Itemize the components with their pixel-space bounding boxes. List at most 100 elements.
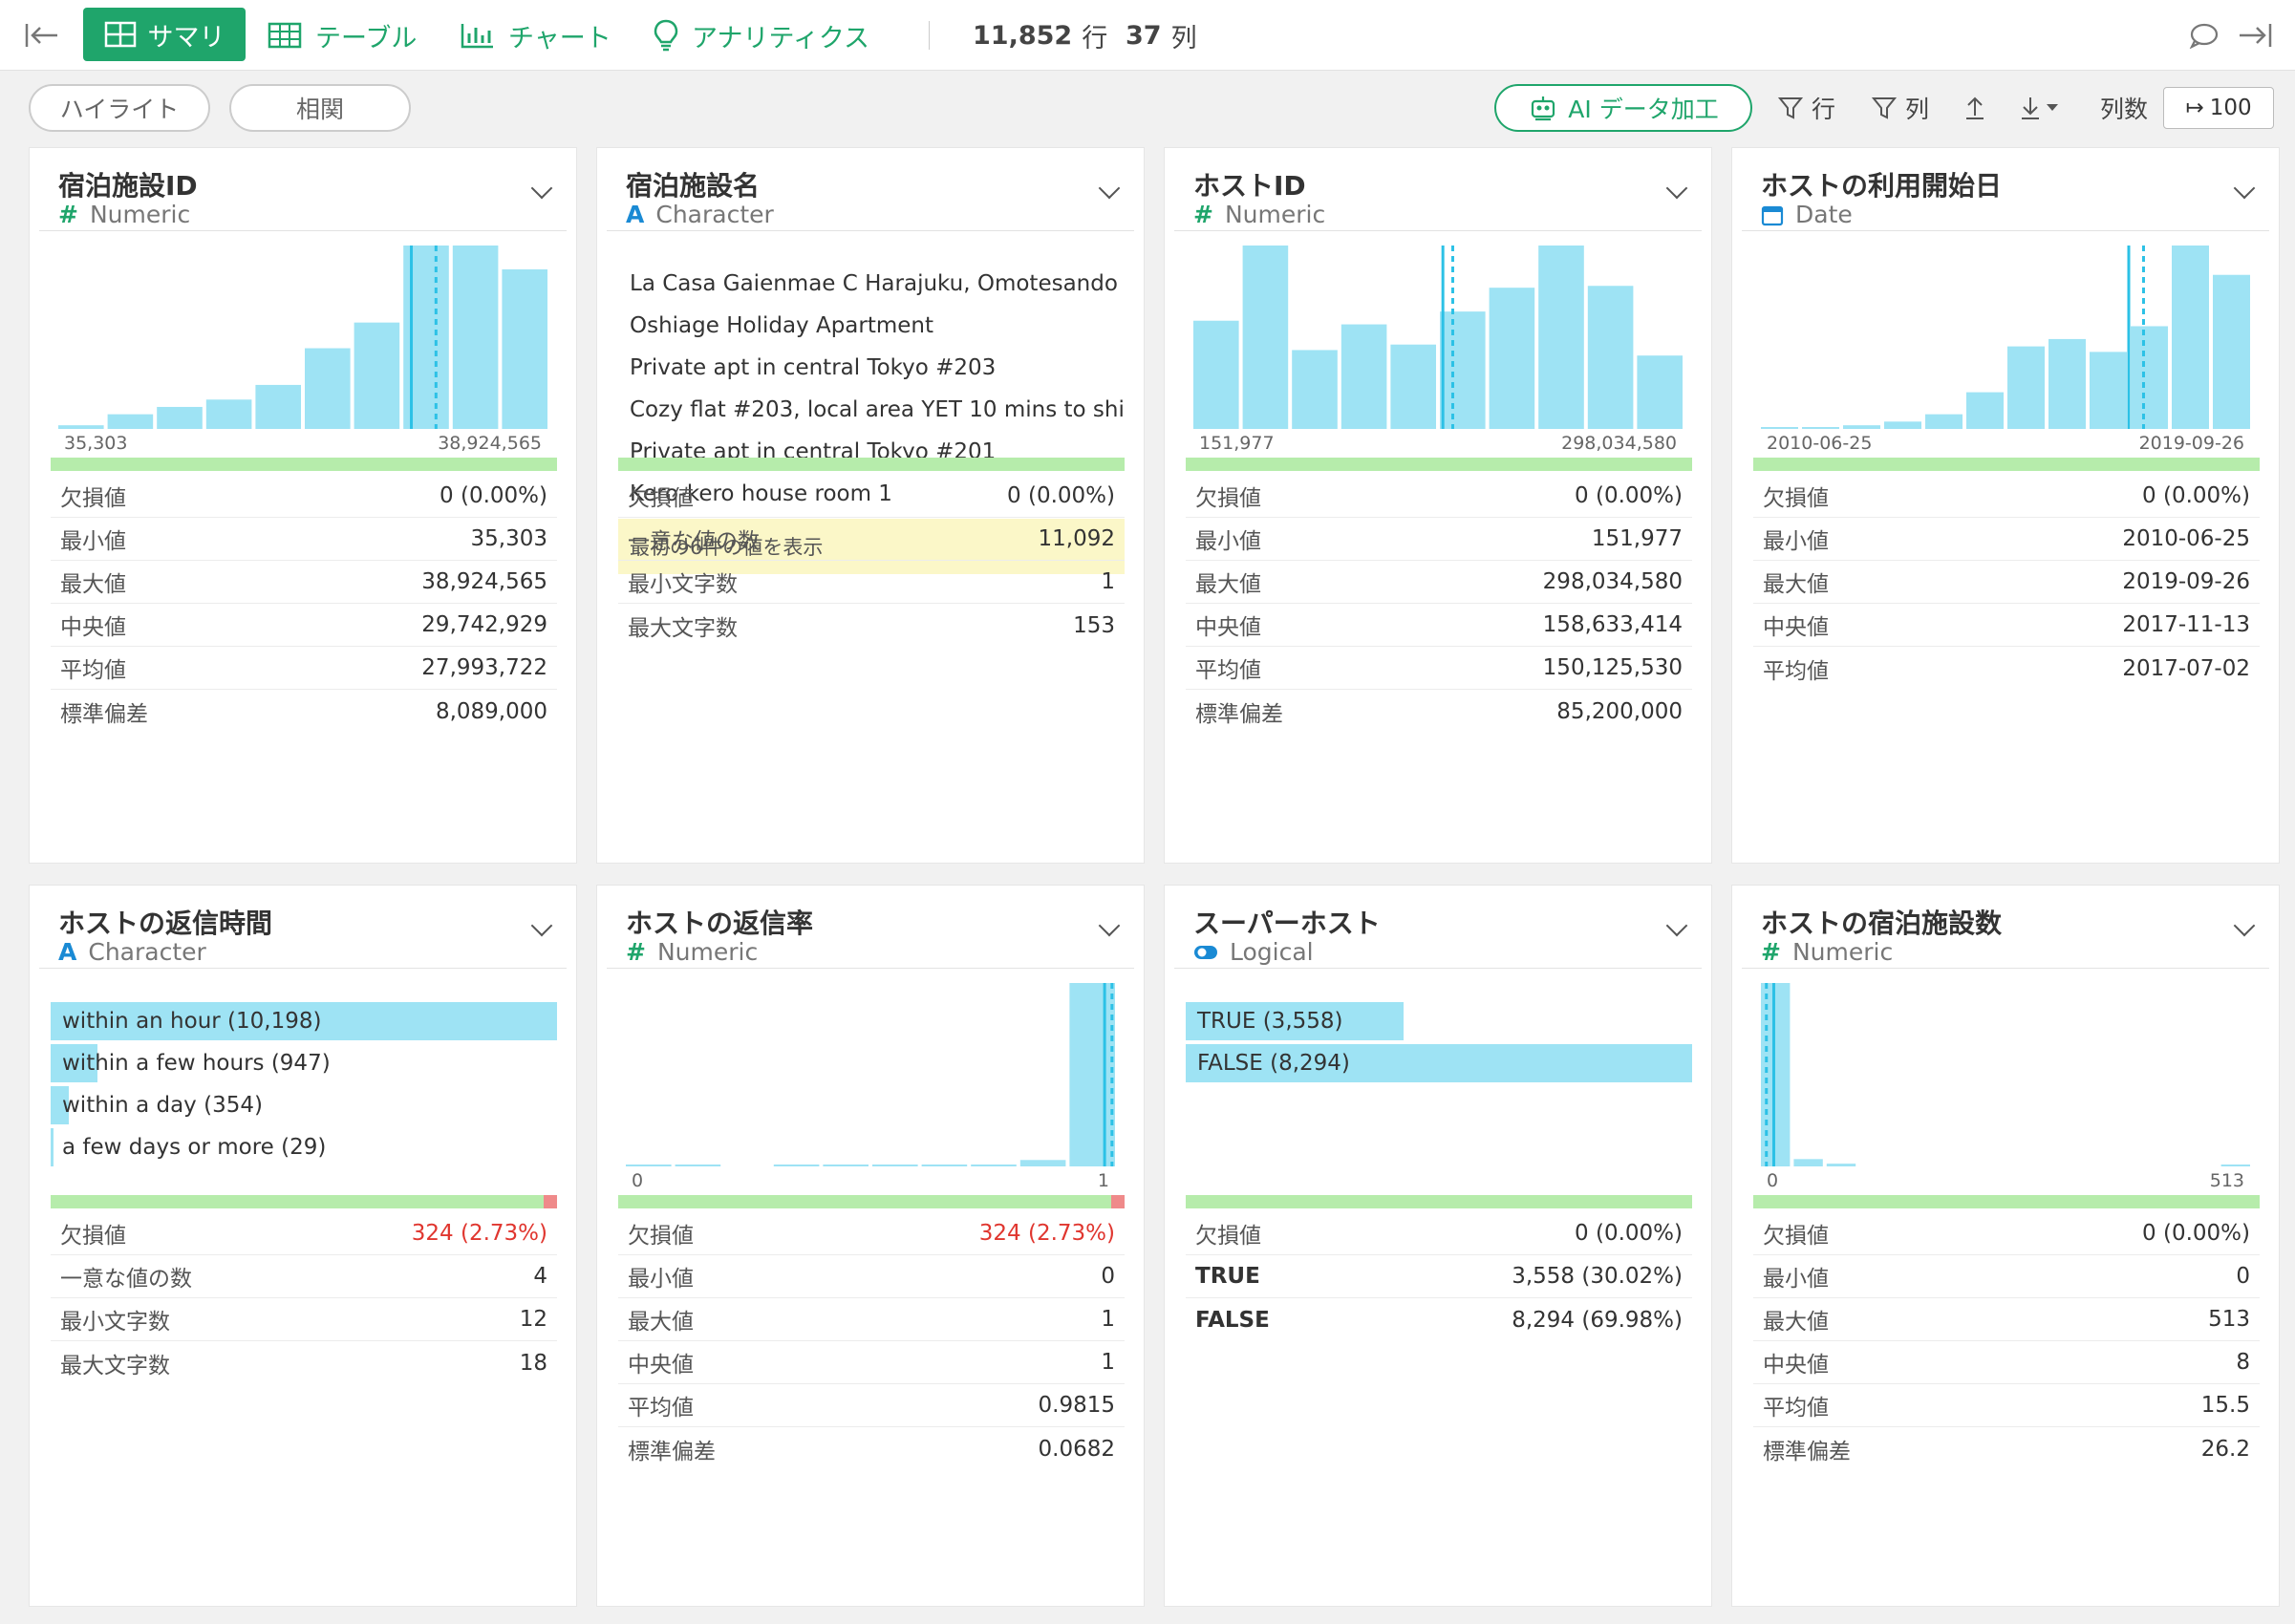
stat-label: 標準偏差 xyxy=(60,701,148,727)
filter-icon xyxy=(1871,97,1898,119)
column-count-select[interactable]: ↦ 100 xyxy=(2163,87,2274,129)
category-bar[interactable]: FALSE (8,294) xyxy=(1186,1042,1692,1084)
stat-label: 中央値 xyxy=(1763,615,1829,640)
column-type: # Numeric xyxy=(1761,938,1893,966)
ai-data-processing-button[interactable]: AI データ加工 xyxy=(1494,84,1752,132)
stat-value: 324 (2.73%) xyxy=(978,1221,1115,1246)
histogram-bar xyxy=(1884,421,1921,429)
column-card: ホストID # Numeric 151,977 298,034,580 欠損値 0 (0.0… xyxy=(1164,147,1712,864)
stat-label: 最小値 xyxy=(1763,529,1829,554)
filter-rows-label: 行 xyxy=(1812,96,1836,123)
category-bar-fill xyxy=(51,1128,54,1166)
stat-label: 最小値 xyxy=(1195,529,1261,554)
tab-table[interactable]: テーブル xyxy=(268,0,417,71)
chevron-down-icon[interactable] xyxy=(1098,914,1121,937)
chevron-down-icon[interactable] xyxy=(530,914,553,937)
stat-value: 1 xyxy=(1101,1350,1115,1375)
collapse-right-icon[interactable] xyxy=(2236,0,2274,71)
stat-label: 最大値 xyxy=(1763,1310,1829,1335)
quality-bar xyxy=(51,458,557,471)
category-bar[interactable]: within a day (354) xyxy=(51,1084,557,1126)
column-type-label: Numeric xyxy=(1224,201,1326,228)
category-bar[interactable]: within an hour (10,198) xyxy=(51,1000,557,1042)
category-label: FALSE (8,294) xyxy=(1197,1051,1350,1076)
column-title: ホストID xyxy=(1193,170,1306,202)
chevron-down-icon[interactable] xyxy=(2233,914,2256,937)
comment-icon[interactable] xyxy=(2188,0,2219,71)
table-icon xyxy=(268,22,302,49)
tab-table-label: テーブル xyxy=(315,23,418,53)
category-bar-fill xyxy=(51,1002,557,1040)
stat-value: 85,200,000 xyxy=(1556,698,1683,724)
chevron-down-icon[interactable] xyxy=(530,177,553,200)
stat-label: 最小値 xyxy=(628,1267,694,1292)
column-title: スーパーホスト xyxy=(1193,908,1381,939)
chevron-down-icon[interactable] xyxy=(1665,177,1688,200)
chevron-down-icon[interactable] xyxy=(1098,177,1121,200)
column-type: A Character xyxy=(58,938,206,966)
histogram-bar xyxy=(1587,286,1634,429)
axis-min-label: 0 xyxy=(632,1170,644,1191)
correlation-button[interactable]: 相関 xyxy=(229,84,411,132)
stat-row: 最小文字数 12 xyxy=(51,1298,557,1341)
stat-value: 1 xyxy=(1101,569,1115,594)
tab-summary[interactable]: サマリ xyxy=(83,8,246,61)
filter-cols-button[interactable]: 列 xyxy=(1871,84,1929,132)
stat-value: 2019-09-26 xyxy=(2122,569,2250,594)
stat-value: 0.0682 xyxy=(1038,1436,1115,1462)
tab-chart-label: チャート xyxy=(508,23,611,53)
row-count: 11,852 行 xyxy=(973,0,1107,71)
card-divider xyxy=(1742,230,2269,231)
histogram-bar xyxy=(1637,355,1683,429)
card-divider xyxy=(607,968,1134,969)
column-title: ホストの返信率 xyxy=(626,908,814,939)
stat-value: 158,633,414 xyxy=(1542,612,1683,637)
histogram-bar xyxy=(255,384,301,429)
stat-label: 最小文字数 xyxy=(60,1310,170,1335)
row-count-unit: 行 xyxy=(1082,23,1108,53)
highlight-button[interactable]: ハイライト xyxy=(29,84,210,132)
upload-icon[interactable] xyxy=(1963,84,1987,132)
stats-table: 欠損値 324 (2.73%) 最小値 0 最大値 1 中央値 1 平均値 0.9815 標準偏差 0… xyxy=(618,1212,1125,1470)
tab-analytics[interactable]: アナリティクス xyxy=(654,0,869,71)
stat-value: 18 xyxy=(519,1350,547,1376)
stat-value: 15.5 xyxy=(2200,1393,2250,1418)
chevron-down-icon[interactable] xyxy=(2233,177,2256,200)
download-menu-button[interactable] xyxy=(2020,84,2062,132)
tab-chart[interactable]: チャート xyxy=(461,0,611,71)
column-count-text: 列数 xyxy=(2100,96,2149,123)
stat-row: 中央値 8 xyxy=(1753,1341,2260,1384)
category-bar[interactable]: within a few hours (947) xyxy=(51,1042,557,1084)
stat-row: 中央値 1 xyxy=(618,1341,1125,1384)
stat-label: 中央値 xyxy=(1763,1353,1829,1378)
chevron-down-icon[interactable] xyxy=(1665,914,1688,937)
histogram-bar xyxy=(2048,338,2086,429)
toolbar-divider xyxy=(929,21,930,50)
calendar-icon xyxy=(1761,203,1784,226)
stat-row: 最大値 1 xyxy=(618,1298,1125,1341)
axis-max-label: 1 xyxy=(1097,1170,1109,1191)
column-title: ホストの返信時間 xyxy=(58,908,273,939)
histogram-bar xyxy=(2090,352,2127,429)
stat-label: 標準偏差 xyxy=(1195,701,1283,727)
category-bar[interactable]: TRUE (3,558) xyxy=(1186,1000,1692,1042)
stat-value: 2017-07-02 xyxy=(2122,655,2250,681)
character-type-icon: A xyxy=(626,201,645,228)
stat-value: 38,924,565 xyxy=(421,569,547,594)
collapse-left-icon[interactable] xyxy=(23,0,61,71)
stat-label: 欠損値 xyxy=(628,1224,694,1249)
stat-label: 一意な値の数 xyxy=(60,1267,192,1292)
list-item: Oshiage Holiday Apartment xyxy=(630,313,934,338)
category-label: within an hour (10,198) xyxy=(62,1009,322,1034)
stat-label: 最大値 xyxy=(60,572,126,597)
histogram-bar xyxy=(1193,320,1239,429)
stat-row: 欠損値 0 (0.00%) xyxy=(618,475,1125,518)
category-bar[interactable]: a few days or more (29) xyxy=(51,1126,557,1168)
filter-rows-button[interactable]: 行 xyxy=(1777,84,1835,132)
category-label: a few days or more (29) xyxy=(62,1135,327,1160)
axis-min-label: 151,977 xyxy=(1199,433,1275,454)
histogram-bar xyxy=(1440,311,1486,429)
category-label: within a few hours (947) xyxy=(62,1051,331,1076)
stat-value: 0 xyxy=(1101,1264,1115,1289)
stat-row: 最大値 298,034,580 xyxy=(1186,561,1692,604)
